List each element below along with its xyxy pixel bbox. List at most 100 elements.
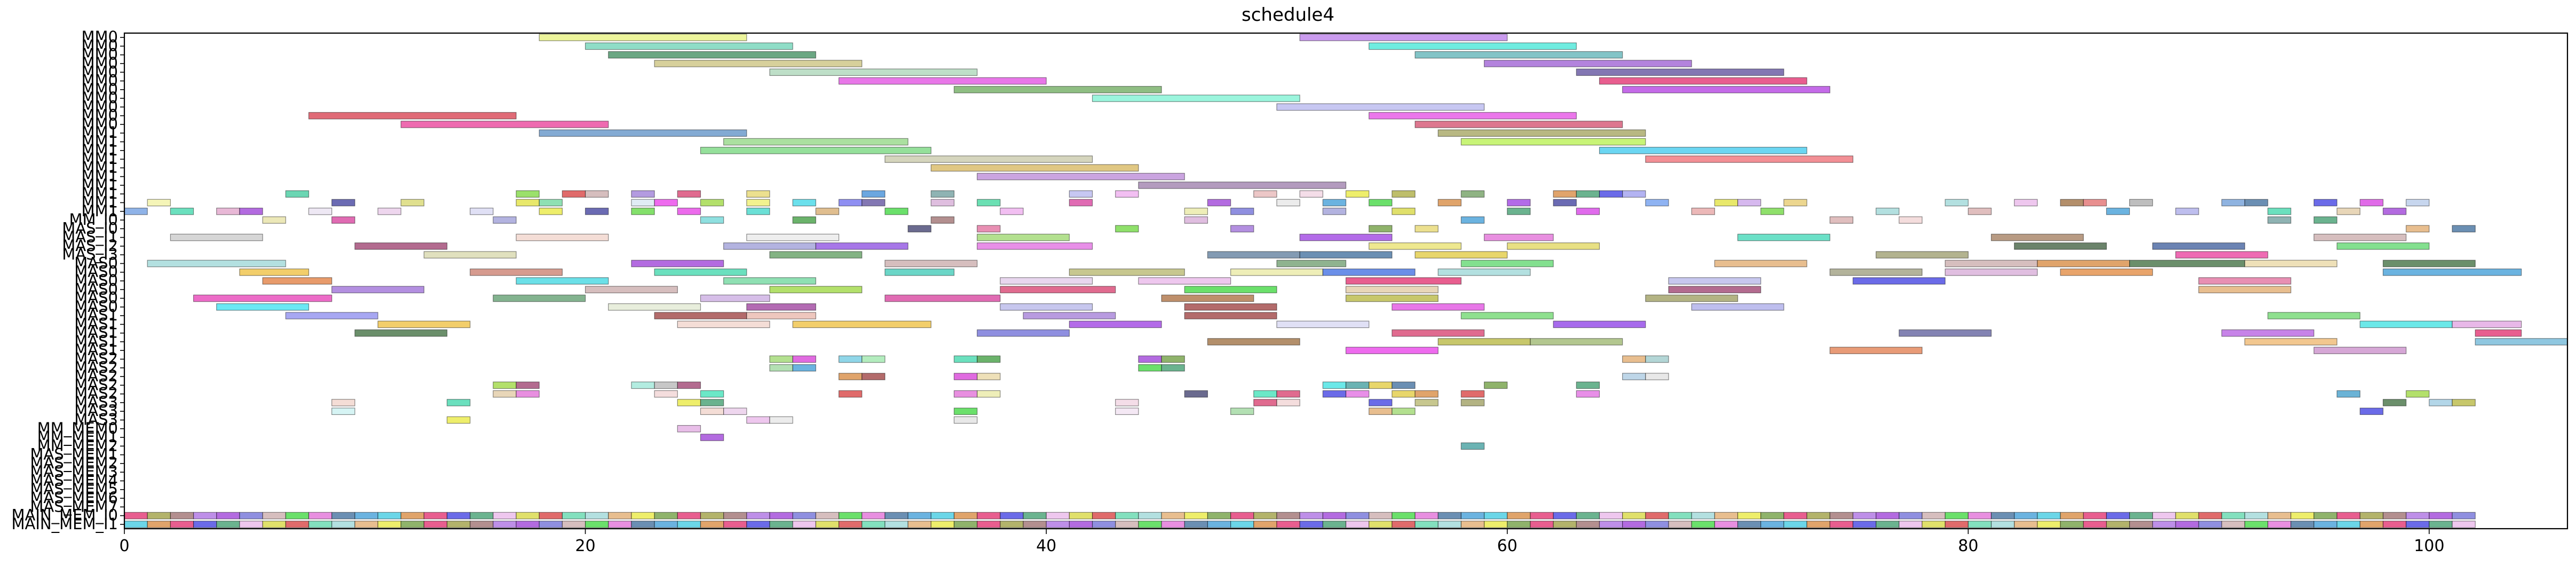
task-bar [977, 390, 1001, 398]
mem-strip-cell [331, 521, 355, 528]
task-bar [1392, 407, 1416, 415]
y-tick-label: MM1 [82, 123, 118, 142]
task-bar [700, 147, 931, 154]
task-bar [2452, 225, 2476, 233]
task-bar [216, 207, 240, 215]
task-bar [1899, 216, 1923, 224]
task-bar [1299, 190, 1323, 198]
task-bar [1369, 242, 1461, 250]
mem-strip-cell [631, 521, 655, 528]
task-bar [1345, 390, 1370, 398]
mem-strip-cell [1069, 521, 1093, 528]
task-bar [1876, 207, 1900, 215]
mem-strip-cell [262, 512, 286, 520]
task-bar [2129, 199, 2153, 207]
task-bar [862, 190, 886, 198]
mem-strip-cell [1622, 512, 1646, 520]
task-bar [1645, 355, 1669, 363]
mem-strip-cell [147, 521, 171, 528]
task-bar [2060, 268, 2153, 276]
y-tick-label: MAS_I0 [62, 219, 118, 237]
task-bar [493, 216, 517, 224]
task-bar [516, 381, 540, 389]
mem-strip-cell [792, 512, 816, 520]
task-bar [516, 190, 540, 198]
task-bar [1345, 277, 1461, 285]
task-bar [1369, 399, 1393, 406]
mem-strip-cell [2129, 521, 2153, 528]
mem-strip-cell [1322, 521, 1347, 528]
task-bar [2175, 207, 2199, 215]
task-bar [2221, 199, 2246, 207]
task-bar [677, 190, 701, 198]
mem-strip-cell [2244, 512, 2269, 520]
task-bar [1783, 199, 1807, 207]
mem-strip-cell [423, 512, 448, 520]
mem-strip-cell [1184, 512, 1208, 520]
task-bar [1184, 390, 1208, 398]
task-bar [2336, 242, 2430, 250]
task-bar [1622, 190, 1646, 198]
task-bar [1460, 216, 1485, 224]
task-bar [1392, 303, 1485, 311]
task-bar [2359, 407, 2384, 415]
task-bar [746, 199, 770, 207]
mem-strip-cell [446, 521, 471, 528]
y-tick-label: MAS_MEM3 [30, 462, 118, 481]
task-bar [1483, 381, 1508, 389]
task-bar [953, 355, 978, 363]
mem-strip-cell [930, 512, 955, 520]
y-tick-label: MAS_MEM7 [30, 497, 118, 515]
task-bar [584, 190, 609, 198]
task-bar [470, 268, 563, 276]
mem-strip-cell [746, 512, 770, 520]
mem-strip-cell [516, 521, 540, 528]
task-bar [1668, 286, 1761, 294]
task-bar [1230, 268, 1323, 276]
task-bar [677, 425, 701, 433]
mem-strip-cell [1899, 521, 1923, 528]
mem-strip-cell [584, 521, 609, 528]
task-bar [677, 381, 701, 389]
mem-strip-cell [1691, 521, 1715, 528]
y-tick-label: MM0 [82, 54, 118, 72]
task-bar [1184, 303, 1277, 311]
task-bar [2198, 286, 2291, 294]
mem-strip-cell [1230, 512, 1254, 520]
task-bar [792, 320, 931, 328]
task-bar [446, 416, 471, 424]
mem-strip-cell [354, 512, 378, 520]
task-bar [792, 216, 816, 224]
task-bar [1829, 268, 1923, 276]
mem-strip-cell [977, 512, 1001, 520]
task-bar [1829, 347, 1923, 355]
mem-strip-cell [1115, 512, 1139, 520]
task-bar [2452, 320, 2522, 328]
y-tick-label: MAS0 [74, 263, 118, 281]
task-bar [977, 329, 1070, 337]
y-tick-label: MM1 [82, 202, 118, 220]
task-bar [838, 77, 1047, 85]
y-tick-label: MAS_MEM2 [30, 454, 118, 472]
y-tick-label: MAS1 [74, 324, 118, 342]
task-bar [1115, 225, 1139, 233]
mem-strip-cell [862, 521, 886, 528]
mem-strip-cell [493, 512, 517, 520]
task-bar [1714, 199, 1739, 207]
task-bar [631, 207, 655, 215]
task-bar [1322, 268, 1416, 276]
task-bar [884, 155, 1093, 163]
task-bar [746, 312, 816, 319]
mem-strip-cell [124, 512, 148, 520]
task-bar [862, 199, 886, 207]
y-tick-label: MM1 [82, 167, 118, 185]
task-bar [746, 233, 840, 241]
task-bar [1507, 242, 1600, 250]
task-bar [1483, 233, 1554, 241]
task-bar [400, 121, 609, 128]
mem-strip-cell [1783, 521, 1807, 528]
mem-strip-cell [1369, 512, 1393, 520]
task-bar [977, 225, 1001, 233]
task-bar [654, 381, 678, 389]
mem-strip-cell [1023, 512, 1047, 520]
